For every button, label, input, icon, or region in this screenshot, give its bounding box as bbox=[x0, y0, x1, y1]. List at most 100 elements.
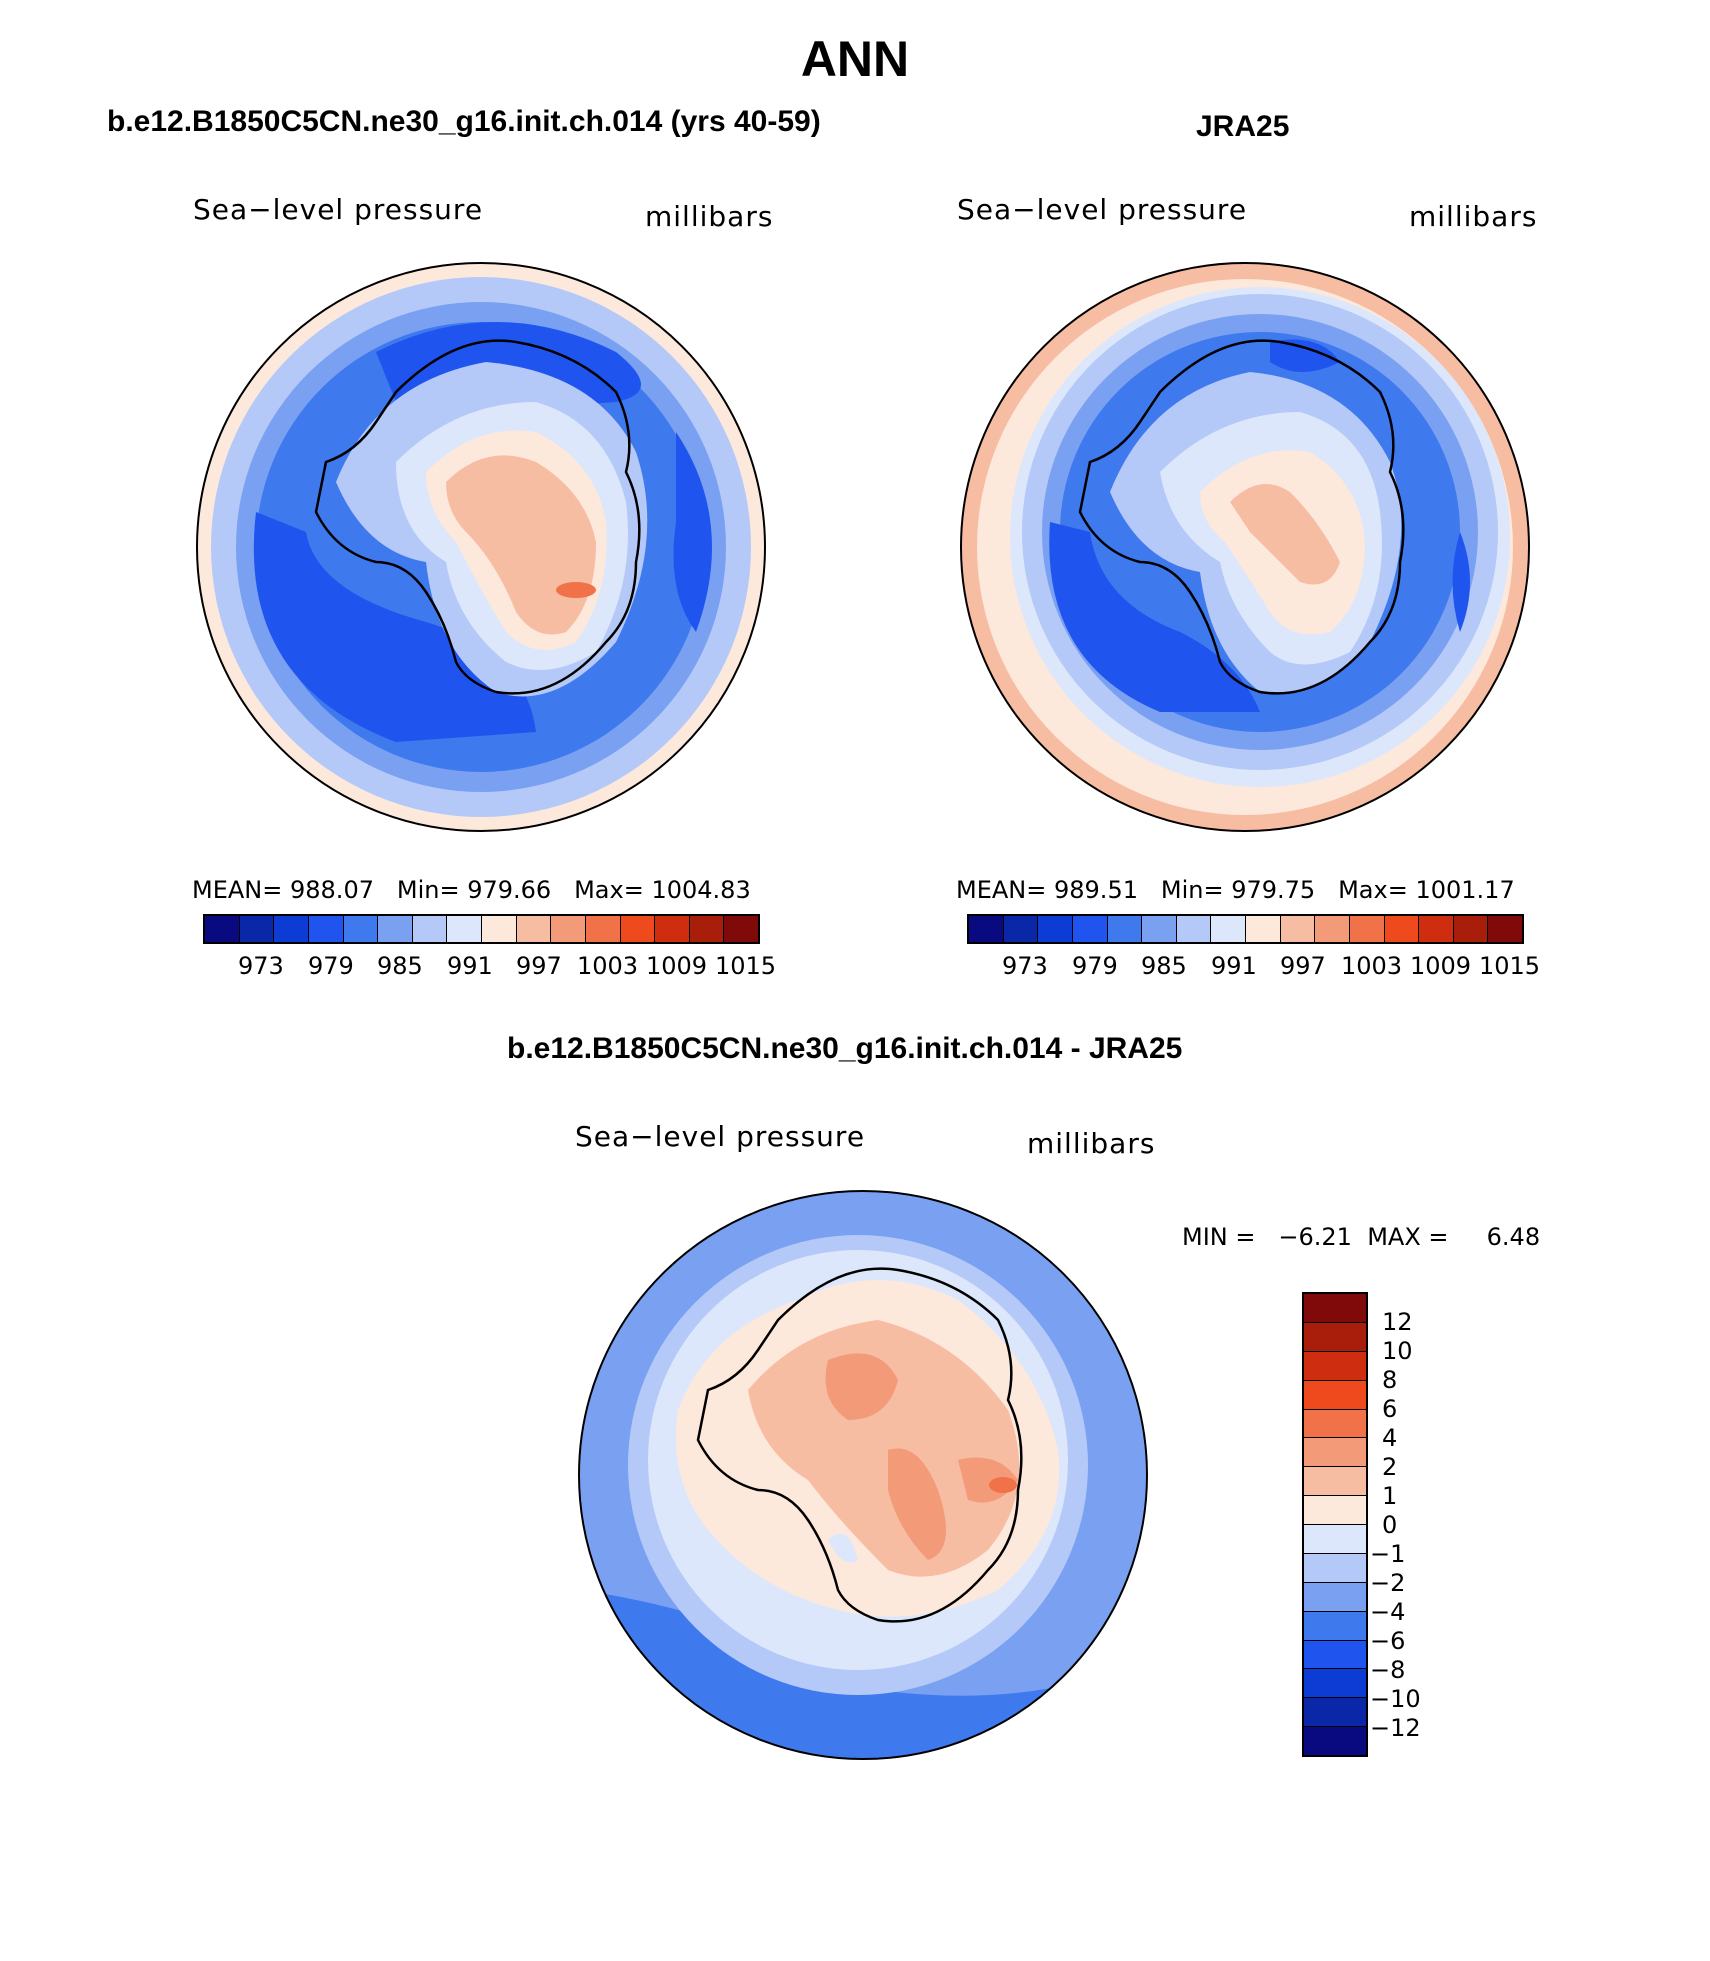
positive-anomaly bbox=[825, 1353, 898, 1420]
colorbar-swatch bbox=[1304, 1640, 1366, 1670]
colorbar-swatch bbox=[1304, 1611, 1366, 1641]
colorbar-swatch bbox=[1304, 1467, 1366, 1497]
min-value: 979.75 bbox=[1231, 876, 1316, 904]
colorbar-swatch bbox=[1038, 916, 1073, 942]
positive-anomaly bbox=[888, 1448, 946, 1560]
max-value: 1004.83 bbox=[651, 876, 751, 904]
colorbar-swatch bbox=[1304, 1294, 1366, 1323]
colorbar-tick: 979 bbox=[308, 952, 354, 980]
colorbar-swatch bbox=[516, 916, 552, 942]
diff-min-max: MIN = −6.21 MAX = 6.48 bbox=[1182, 1223, 1540, 1251]
coastline bbox=[696, 1267, 1023, 1623]
colorbar-tick: 6 bbox=[1382, 1395, 1398, 1423]
low-pressure-cell bbox=[1270, 339, 1340, 372]
max-label: Max= bbox=[574, 876, 644, 904]
min-value: −6.21 bbox=[1278, 1223, 1352, 1251]
colorbar-tick: 997 bbox=[516, 952, 562, 980]
min-label: Min= bbox=[1160, 876, 1224, 904]
colorbar-swatch bbox=[1304, 1525, 1366, 1554]
diff-colorbar bbox=[1302, 1292, 1368, 1757]
panel1-colorbar bbox=[203, 914, 760, 944]
colorbar-swatch bbox=[1304, 1727, 1366, 1755]
panel1-stats: MEAN= 988.07 Min= 979.66 Max= 1004.83 bbox=[192, 876, 751, 904]
colorbar-swatch bbox=[1072, 916, 1108, 942]
negative-anomaly-pocket bbox=[828, 1533, 858, 1563]
colorbar-swatch bbox=[343, 916, 379, 942]
colorbar-swatch bbox=[1315, 916, 1350, 942]
colorbar-tick: 973 bbox=[238, 952, 284, 980]
min-label: MIN = bbox=[1182, 1223, 1256, 1251]
high-pressure-max bbox=[556, 582, 596, 598]
panel2-polar-map bbox=[960, 262, 1530, 832]
colorbar-swatch bbox=[1304, 1351, 1366, 1381]
colorbar-swatch bbox=[655, 916, 690, 942]
colorbar-swatch bbox=[1246, 916, 1281, 942]
colorbar-swatch bbox=[1419, 916, 1454, 942]
diff-case-title: b.e12.B1850C5CN.ne30_g16.init.ch.014 - J… bbox=[507, 1032, 1183, 1065]
colorbar-swatch bbox=[1304, 1669, 1366, 1699]
colorbar-swatch bbox=[1304, 1409, 1366, 1439]
max-value: 1001.17 bbox=[1415, 876, 1515, 904]
colorbar-swatch bbox=[689, 916, 725, 942]
colorbar-swatch bbox=[1304, 1380, 1366, 1410]
colorbar-tick: −2 bbox=[1370, 1569, 1406, 1597]
colorbar-swatch bbox=[1003, 916, 1039, 942]
low-pressure-cell bbox=[253, 512, 536, 742]
colorbar-swatch bbox=[1304, 1698, 1366, 1728]
diff-colorbar-ticks: 12 10 8 6 4 2 1 0 −1 −2 −4 −6 −8 −10 −12 bbox=[1370, 1292, 1482, 1757]
max-value: 6.48 bbox=[1486, 1223, 1541, 1251]
diff-variable-label: Sea−level pressure bbox=[575, 1120, 866, 1153]
colorbar-tick: 1015 bbox=[1479, 952, 1541, 980]
colorbar-tick: 1 bbox=[1382, 1482, 1398, 1510]
colorbar-tick: 2 bbox=[1382, 1453, 1398, 1481]
colorbar-tick: 991 bbox=[447, 952, 493, 980]
panel2-variable-label: Sea−level pressure bbox=[957, 193, 1248, 226]
anomaly-max bbox=[989, 1477, 1017, 1493]
colorbar-tick: 973 bbox=[1002, 952, 1048, 980]
panel1-colorbar-ticks: 973 979 985 991 997 1003 1009 1015 bbox=[203, 952, 776, 982]
min-value: 979.66 bbox=[467, 876, 552, 904]
colorbar-swatch bbox=[1304, 1496, 1366, 1525]
colorbar-tick: 997 bbox=[1280, 952, 1326, 980]
colorbar-tick: 4 bbox=[1382, 1424, 1398, 1452]
diff-polar-map bbox=[578, 1190, 1148, 1760]
colorbar-swatch bbox=[1384, 916, 1420, 942]
panel1-variable-label: Sea−level pressure bbox=[193, 193, 484, 226]
colorbar-swatch bbox=[205, 916, 240, 942]
high-pressure-core bbox=[1230, 484, 1340, 585]
panel2-case-title: JRA25 bbox=[1196, 110, 1290, 143]
colorbar-swatch bbox=[274, 916, 309, 942]
panel1-units-label: millibars bbox=[645, 200, 774, 233]
diff-units-label: millibars bbox=[1027, 1127, 1156, 1160]
colorbar-tick: 10 bbox=[1382, 1337, 1413, 1365]
positive-anomaly bbox=[748, 1320, 1020, 1577]
panel2-colorbar-ticks: 973 979 985 991 997 1003 1009 1015 bbox=[967, 952, 1540, 982]
colorbar-tick: −8 bbox=[1370, 1656, 1406, 1684]
coastline bbox=[1078, 339, 1405, 695]
low-pressure-cell bbox=[673, 432, 712, 632]
mean-value: 989.51 bbox=[1054, 876, 1138, 904]
mean-value: 988.07 bbox=[290, 876, 374, 904]
colorbar-swatch bbox=[1107, 916, 1143, 942]
colorbar-tick: 1015 bbox=[715, 952, 777, 980]
colorbar-tick: 1003 bbox=[577, 952, 639, 980]
panel1-polar-map bbox=[196, 262, 766, 832]
colorbar-tick: −10 bbox=[1370, 1685, 1421, 1713]
colorbar-tick: −6 bbox=[1370, 1627, 1406, 1655]
low-pressure-cell bbox=[1049, 522, 1260, 712]
panel1-case-title: b.e12.B1850C5CN.ne30_g16.init.ch.014 (yr… bbox=[107, 105, 821, 138]
colorbar-swatch bbox=[239, 916, 275, 942]
colorbar-tick: 991 bbox=[1211, 952, 1257, 980]
colorbar-swatch bbox=[969, 916, 1004, 942]
coastline bbox=[314, 339, 641, 695]
colorbar-swatch bbox=[620, 916, 656, 942]
colorbar-swatch bbox=[447, 916, 482, 942]
colorbar-tick: 12 bbox=[1382, 1308, 1413, 1336]
colorbar-swatch bbox=[551, 916, 586, 942]
colorbar-swatch bbox=[482, 916, 517, 942]
colorbar-tick: 8 bbox=[1382, 1366, 1398, 1394]
panel2-colorbar bbox=[967, 914, 1524, 944]
panel2-stats: MEAN= 989.51 Min= 979.75 Max= 1001.17 bbox=[956, 876, 1515, 904]
colorbar-tick: 1003 bbox=[1341, 952, 1403, 980]
colorbar-swatch bbox=[412, 916, 448, 942]
